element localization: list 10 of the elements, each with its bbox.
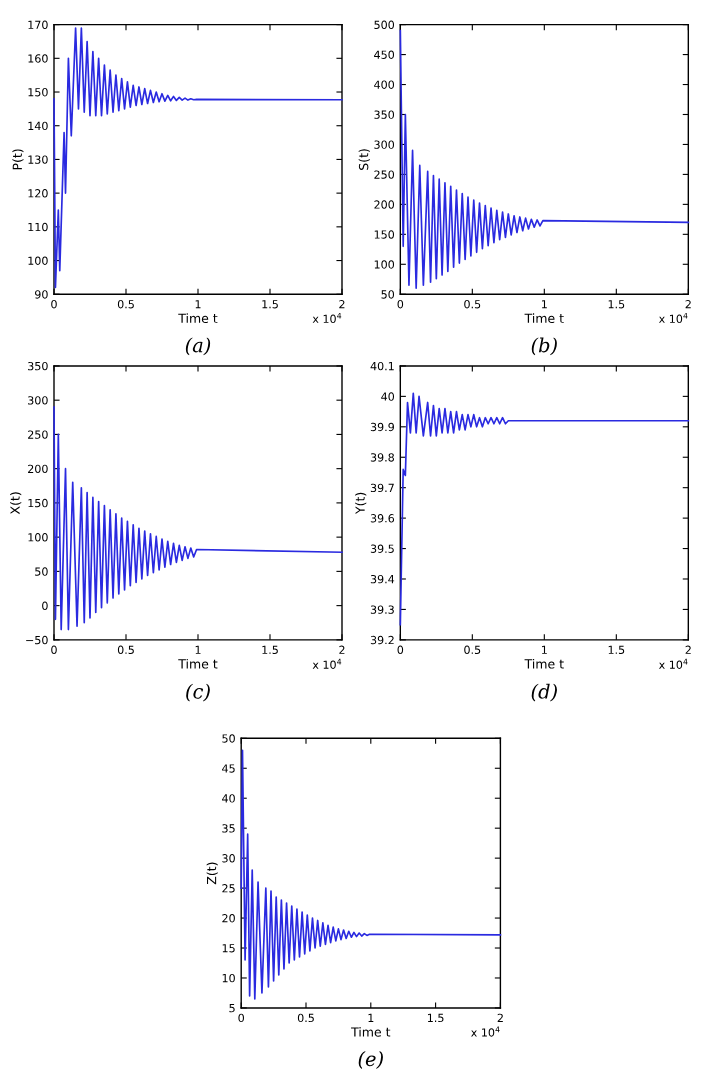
line-series [399,29,690,290]
text: (b) [531,337,557,356]
line-series [53,406,343,631]
line-series [53,27,343,289]
text: (c) [186,683,210,702]
line-series [240,749,502,1000]
text: (e) [358,1051,383,1069]
line-series [399,392,690,626]
text: (d) [531,683,557,702]
text: (a) [185,337,211,356]
